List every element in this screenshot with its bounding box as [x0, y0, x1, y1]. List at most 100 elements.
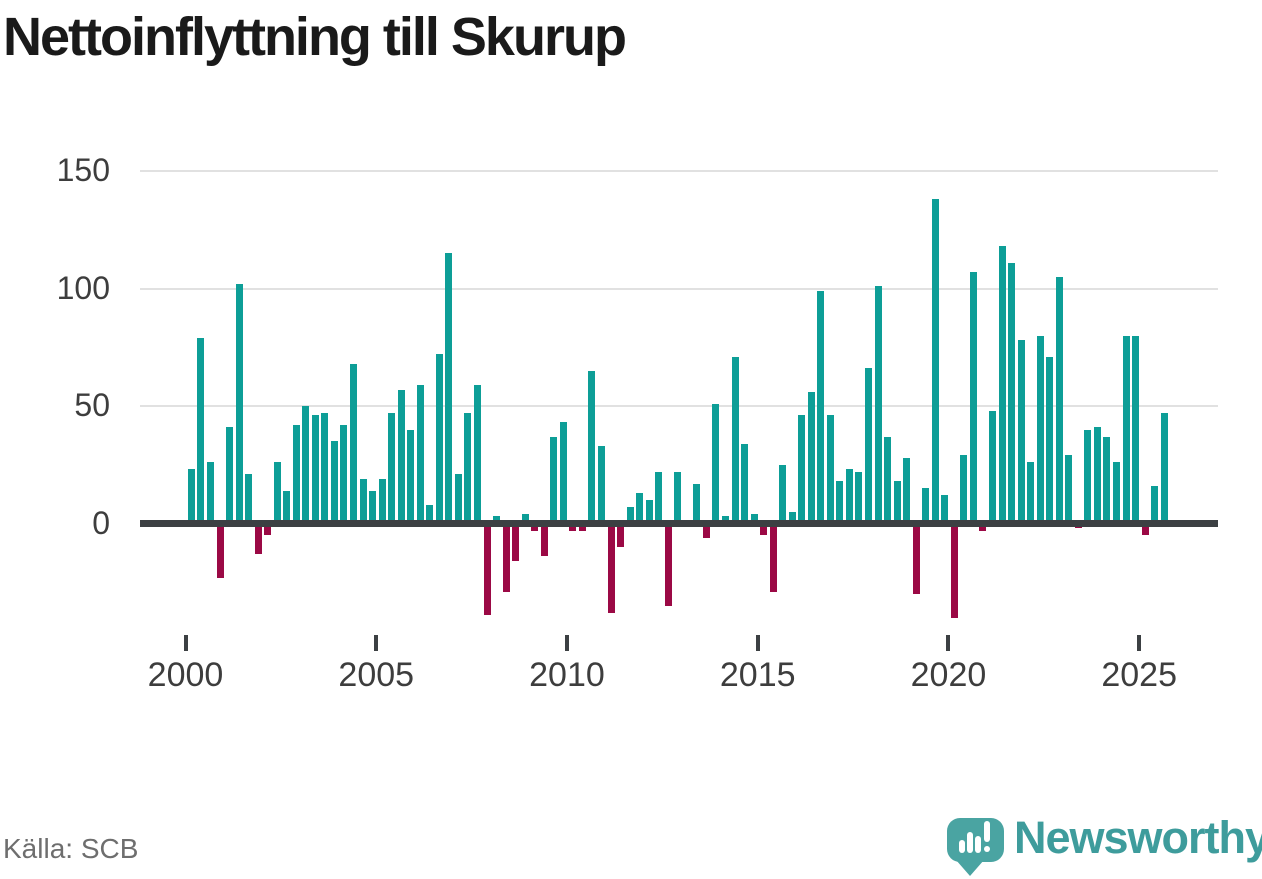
bar-2002-q2: [273, 462, 281, 520]
bar-2013-q3: [702, 527, 710, 538]
newsworthy-logo-icon: [947, 818, 1004, 862]
bar-2018-q2: [884, 436, 892, 520]
bar-2006-q4: [445, 253, 453, 520]
bar-2005-q3: [397, 389, 405, 520]
bar-2000-q1: [187, 469, 195, 520]
bar-2008-q4: [521, 514, 529, 520]
bar-2009-q1: [531, 527, 539, 531]
bar-2022-q2: [1036, 335, 1044, 520]
bar-2017-q4: [865, 368, 873, 520]
newsworthy-logo-text: Newsworthy: [1014, 812, 1262, 863]
bar-2017-q1: [836, 481, 844, 520]
bar-2008-q2: [502, 527, 510, 592]
bar-2001-q1: [226, 427, 234, 520]
x-axis-label-2025: 2025: [1101, 656, 1177, 694]
logo-bubble-tail: [956, 860, 984, 876]
x-tick-2005: [374, 635, 379, 651]
bar-2017-q2: [845, 469, 853, 520]
bar-2022-q1: [1027, 462, 1035, 520]
bar-2007-q4: [483, 527, 491, 616]
bar-2003-q4: [330, 441, 338, 520]
bar-2017-q3: [855, 471, 863, 520]
plot-area: 0 50 100 150 2000 2005 2010 2015 2020 2025: [56, 152, 1218, 694]
bar-2007-q3: [474, 384, 481, 520]
bar-2022-q3: [1046, 356, 1054, 520]
bar-2016-q3: [817, 290, 825, 520]
bar-2015-q3: [779, 464, 787, 520]
x-axis-label-2005: 2005: [338, 656, 415, 694]
bar-2006-q2: [426, 504, 434, 520]
x-tick-2000: [183, 635, 188, 651]
bar-2018-q3: [893, 481, 901, 520]
bar-2012-q2: [655, 471, 663, 520]
x-tick-2025: [1137, 635, 1142, 651]
x-tick-2020: [946, 635, 951, 651]
bar-2014-q2: [731, 356, 739, 520]
bar-2021-q2: [998, 246, 1006, 520]
gridline-100: [140, 287, 1218, 290]
bar-2001-q4: [254, 527, 262, 555]
bar-2019-q2: [922, 488, 930, 520]
bar-2008-q3: [512, 527, 520, 562]
bar-2016-q2: [807, 391, 815, 520]
bar-2004-q3: [359, 478, 367, 520]
bar-2015-q1: [760, 527, 768, 536]
bar-2012-q1: [645, 500, 653, 520]
bar-2020-q2: [960, 455, 968, 520]
bar-2005-q2: [388, 413, 396, 520]
bar-2009-q3: [550, 436, 558, 520]
bar-2004-q2: [350, 363, 358, 520]
bar-2000-q3: [206, 462, 214, 520]
bar-2001-q2: [235, 283, 243, 520]
bar-2010-q2: [578, 527, 586, 531]
bar-2005-q4: [407, 429, 415, 520]
bar-2021-q1: [989, 410, 996, 520]
bar-2023-q3: [1084, 429, 1092, 520]
bar-2011-q2: [617, 527, 625, 547]
bar-2024-q3: [1122, 335, 1130, 520]
x-axis-label-2010: 2010: [529, 656, 605, 694]
bar-2012-q4: [674, 471, 682, 520]
bar-2020-q1: [950, 527, 958, 618]
bar-2023-q1: [1065, 455, 1073, 520]
bar-2013-q4: [712, 403, 720, 520]
bar-2023-q4: [1093, 427, 1101, 520]
y-axis-label-0: 0: [92, 504, 110, 541]
bar-2021-q3: [1008, 262, 1016, 520]
bar-2020-q3: [969, 272, 977, 520]
bar-2020-q4: [979, 527, 987, 531]
bar-2003-q3: [321, 413, 329, 520]
bar-2025-q2: [1151, 485, 1159, 520]
bar-2014-q1: [721, 516, 729, 520]
bar-2015-q4: [788, 511, 796, 520]
bar-2011-q3: [626, 507, 634, 520]
bar-2025-q3: [1160, 413, 1168, 520]
bar-2016-q1: [798, 415, 806, 520]
chart-title: Nettoinflyttning till Skurup: [3, 7, 627, 67]
bar-2004-q4: [369, 490, 377, 520]
x-tick-2015: [755, 635, 760, 651]
bar-2023-q2: [1074, 527, 1082, 529]
bar-2003-q2: [311, 415, 319, 520]
bar-2024-q2: [1112, 462, 1120, 520]
bar-2024-q1: [1103, 436, 1111, 520]
bar-2002-q4: [292, 424, 300, 520]
bar-2014-q4: [750, 514, 758, 520]
bar-2010-q1: [569, 527, 577, 531]
logo-bar-1: [959, 840, 965, 853]
y-axis-label-50: 50: [74, 387, 110, 423]
bar-2018-q1: [874, 286, 882, 520]
logo-bar-2: [967, 832, 973, 853]
gridline-150: [140, 170, 1218, 172]
bar-2005-q1: [378, 478, 386, 520]
bar-2000-q2: [197, 337, 205, 520]
logo-exclamation-dot: [983, 846, 990, 852]
y-axis-label-150: 150: [56, 152, 110, 188]
bar-2001-q3: [245, 474, 253, 520]
bar-2003-q1: [302, 406, 310, 520]
bar-2009-q2: [540, 527, 548, 557]
y-axis-label-100: 100: [56, 269, 110, 306]
bar-2006-q1: [416, 384, 424, 520]
bar-2019-q3: [931, 199, 939, 520]
